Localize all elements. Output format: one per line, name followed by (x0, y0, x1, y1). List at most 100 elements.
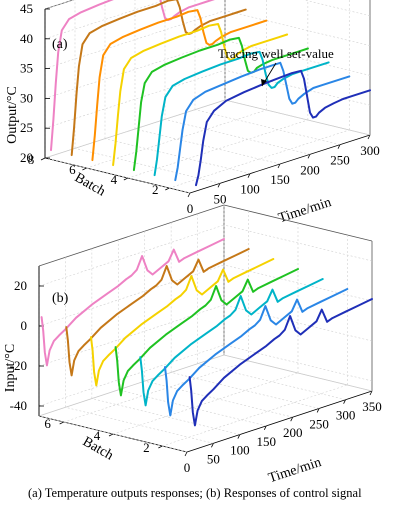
z-tick-label: 40 (20, 31, 33, 46)
x-tick (211, 443, 214, 448)
x-tick-label: 0 (187, 201, 194, 216)
y-tick-label: 4 (94, 428, 101, 443)
x-tick-label: 150 (257, 434, 277, 449)
series-line-batch-1 (195, 69, 371, 187)
grid-line-x (171, 372, 320, 409)
y-tick-label: 6 (69, 162, 76, 177)
x-tick (367, 134, 371, 140)
chart-panel-b: -40-20020050100150200250300350246Input/°… (3, 204, 382, 486)
x-tick-label: 300 (360, 143, 380, 158)
series-line-batch-2 (174, 61, 351, 182)
chart-panel-a: 20 25 30 35 40 45 0 50 100 150 200 250 300 2 4 6 8 Output… (5, 0, 380, 226)
y-tick-label: 2 (152, 182, 159, 197)
x-tick-label: 250 (309, 416, 329, 431)
y-tick-label: 8 (28, 152, 35, 167)
panel-label: (a) (52, 37, 68, 52)
z-tick-label: 20 (14, 278, 27, 293)
floor-edge (224, 99, 371, 136)
grid-line-y (86, 109, 267, 169)
y-tick-label: 4 (111, 172, 118, 187)
x-tick-label: 150 (270, 172, 290, 187)
grid-line-x (74, 148, 221, 184)
y-tick (165, 187, 170, 191)
grid-line-x (44, 157, 191, 194)
x-tick (237, 434, 241, 439)
grid-line-y (44, 99, 226, 159)
x-tick-label: 100 (240, 182, 260, 197)
grid-line-x (104, 138, 251, 174)
y-tick (158, 445, 163, 449)
x-tick (184, 451, 188, 457)
grid-line-x (224, 99, 371, 136)
grid-line-x (91, 398, 240, 435)
x-tick-label: 200 (300, 162, 320, 177)
x-tick-label: 250 (330, 153, 350, 168)
x-tick (277, 163, 281, 169)
grid-line-y (127, 119, 308, 179)
x-tick-label: 200 (283, 425, 303, 440)
x-tick-label: 100 (230, 443, 250, 458)
series-line-batch-7 (70, 0, 247, 157)
z-tick-label: 20 (20, 150, 33, 165)
series-line-batch-2 (164, 288, 349, 417)
series-line-batch-4 (132, 36, 309, 172)
y-tick (40, 157, 46, 161)
grid-line-z (44, 40, 226, 99)
grid-line-z (38, 224, 225, 287)
x-axis-label: Time/min (277, 195, 334, 226)
figure-caption: (a) Temperature outputs responses; (b) R… (28, 486, 362, 500)
z-tick-label: -20 (10, 358, 27, 373)
grid-line-z (38, 264, 225, 327)
floor-edge (44, 157, 191, 194)
z-tick-label: -40 (10, 398, 27, 413)
z-axis-label: Input/°C (3, 344, 18, 392)
x-tick (290, 416, 294, 422)
y-tick (82, 167, 87, 171)
grid-line-z (224, 10, 371, 46)
z-axis-label: Output/°C (5, 86, 20, 144)
series-line-batch-6 (65, 248, 250, 377)
grid-line-y (112, 372, 299, 435)
x-tick-label: 0 (184, 460, 191, 475)
y-tick (108, 433, 114, 437)
grid-line-x (164, 119, 311, 155)
y-tick-label: 2 (143, 440, 150, 455)
grid-line-x (65, 406, 214, 444)
z-tick-label: 45 (20, 1, 33, 16)
series-line-batch-3 (139, 278, 324, 407)
grid-line-z (38, 344, 225, 407)
x-tick-label: 50 (214, 191, 227, 206)
z-tick-label: 25 (20, 120, 33, 135)
grid-line-y (169, 129, 350, 189)
x-tick-label: 300 (336, 408, 356, 423)
z-tick-label: 30 (20, 90, 33, 105)
grid-line-x (197, 363, 346, 401)
y-axis-label: Batch (72, 170, 108, 199)
series-line-batch-8 (50, 0, 215, 152)
y-tick (59, 421, 64, 425)
series-line-batch-7 (40, 238, 225, 367)
x-tick (307, 154, 311, 159)
x-tick (263, 425, 267, 431)
x-tick (316, 408, 320, 413)
annotation-arrowhead (261, 79, 267, 86)
x-tick (187, 192, 191, 198)
grid-line-x (144, 380, 293, 418)
y-tick (123, 177, 129, 181)
wall-edge (38, 204, 225, 267)
y-tick-label: 6 (44, 416, 51, 431)
x-axis-label: Time/min (267, 455, 324, 486)
x-tick (217, 183, 221, 188)
z-tick-label: 35 (20, 61, 33, 76)
floor-edge (38, 354, 225, 417)
x-tick (369, 390, 373, 396)
x-tick-label: 50 (207, 451, 220, 466)
annotation-label: Tracing well set-value (218, 46, 334, 61)
grid-line-z (224, 69, 371, 106)
series-line-batch-5 (112, 23, 289, 167)
grid-line-y (63, 360, 249, 423)
panel-label: (b) (52, 291, 69, 306)
x-tick (337, 144, 341, 149)
z-tick-label: 0 (21, 318, 28, 333)
grid-line-z (303, 0, 371, 17)
